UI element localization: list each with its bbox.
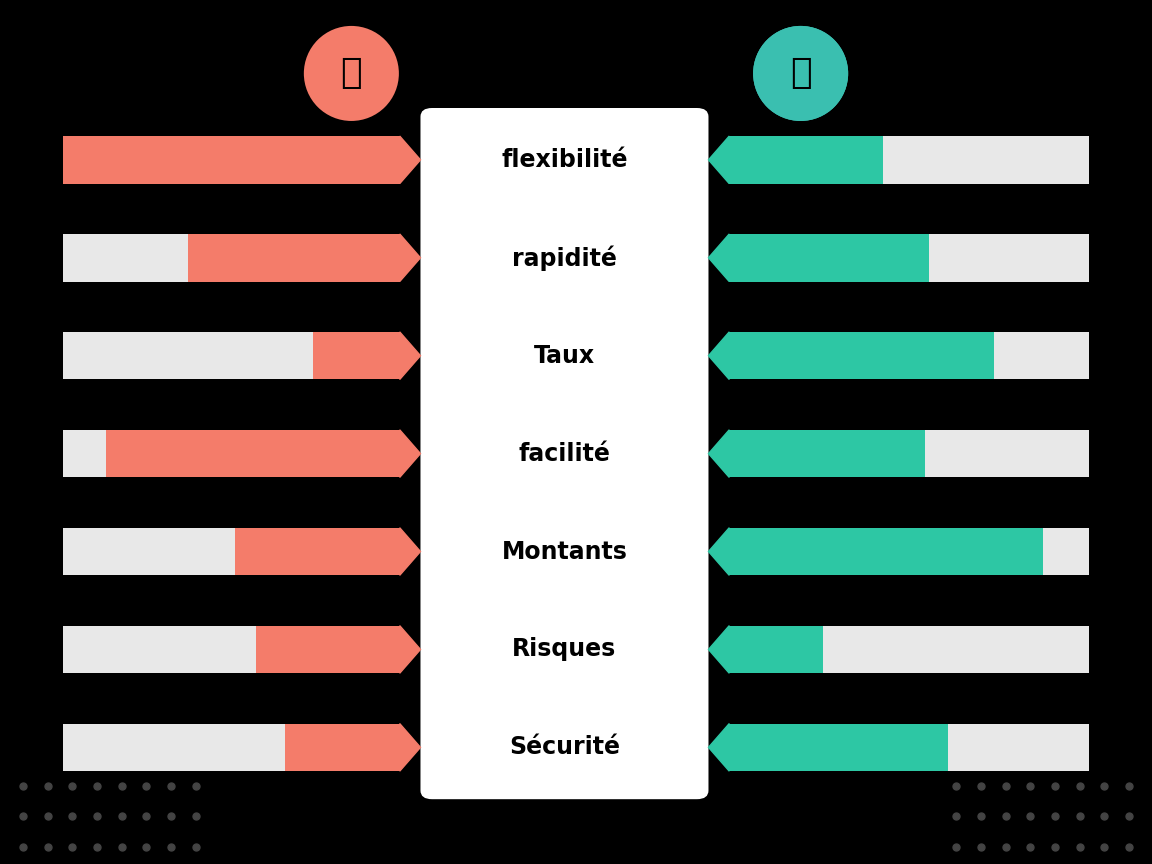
Text: rapidité: rapidité — [511, 245, 617, 270]
Polygon shape — [708, 528, 729, 575]
Text: Risques: Risques — [513, 638, 616, 662]
Ellipse shape — [753, 26, 848, 121]
Polygon shape — [400, 626, 420, 673]
Ellipse shape — [796, 68, 805, 79]
Ellipse shape — [790, 63, 811, 84]
Polygon shape — [400, 724, 420, 771]
Ellipse shape — [768, 41, 833, 106]
Ellipse shape — [798, 71, 803, 76]
Ellipse shape — [783, 56, 818, 91]
Ellipse shape — [775, 48, 826, 98]
Bar — [729, 136, 884, 184]
Polygon shape — [400, 234, 420, 282]
Text: Taux: Taux — [533, 344, 596, 368]
Bar — [925, 430, 1089, 477]
Bar — [313, 332, 400, 379]
Bar — [729, 430, 925, 477]
Text: facilité: facilité — [518, 442, 611, 466]
Bar — [823, 626, 1089, 673]
Ellipse shape — [766, 38, 835, 109]
Bar — [729, 234, 929, 282]
Ellipse shape — [760, 34, 841, 113]
Polygon shape — [708, 626, 729, 673]
Polygon shape — [400, 137, 420, 184]
Ellipse shape — [773, 46, 828, 101]
Bar — [729, 626, 823, 673]
Ellipse shape — [793, 66, 809, 81]
Bar — [1043, 528, 1089, 575]
Bar — [993, 332, 1089, 379]
Ellipse shape — [788, 61, 813, 86]
Bar — [729, 724, 948, 771]
FancyBboxPatch shape — [420, 108, 708, 799]
Bar — [729, 528, 1043, 575]
Bar — [63, 626, 256, 673]
Ellipse shape — [778, 51, 824, 96]
Polygon shape — [708, 137, 729, 184]
Ellipse shape — [758, 31, 843, 116]
Ellipse shape — [771, 43, 831, 104]
Polygon shape — [400, 332, 420, 379]
Polygon shape — [400, 528, 420, 575]
Bar — [188, 234, 400, 282]
Bar — [884, 136, 1089, 184]
Bar — [235, 528, 400, 575]
Bar — [729, 332, 993, 379]
Bar — [63, 430, 106, 477]
Bar — [63, 724, 285, 771]
Polygon shape — [400, 430, 420, 477]
Text: Sécurité: Sécurité — [509, 735, 620, 759]
Ellipse shape — [781, 54, 820, 93]
Bar — [106, 430, 400, 477]
Text: Montants: Montants — [501, 539, 628, 563]
Polygon shape — [708, 234, 729, 282]
Text: flexibilité: flexibilité — [501, 148, 628, 172]
Bar — [63, 528, 235, 575]
Polygon shape — [708, 724, 729, 771]
Bar — [285, 724, 400, 771]
Text: 🎁: 🎁 — [341, 56, 362, 91]
Bar — [63, 332, 313, 379]
Bar — [929, 234, 1089, 282]
Ellipse shape — [304, 26, 399, 121]
Bar — [63, 234, 188, 282]
Ellipse shape — [753, 26, 848, 121]
Ellipse shape — [763, 36, 839, 111]
Text: 🐷: 🐷 — [790, 56, 811, 91]
Bar — [63, 136, 400, 184]
Bar — [948, 724, 1089, 771]
Ellipse shape — [786, 59, 816, 88]
Ellipse shape — [756, 29, 846, 118]
Polygon shape — [708, 332, 729, 379]
Bar — [256, 626, 400, 673]
Polygon shape — [708, 430, 729, 477]
